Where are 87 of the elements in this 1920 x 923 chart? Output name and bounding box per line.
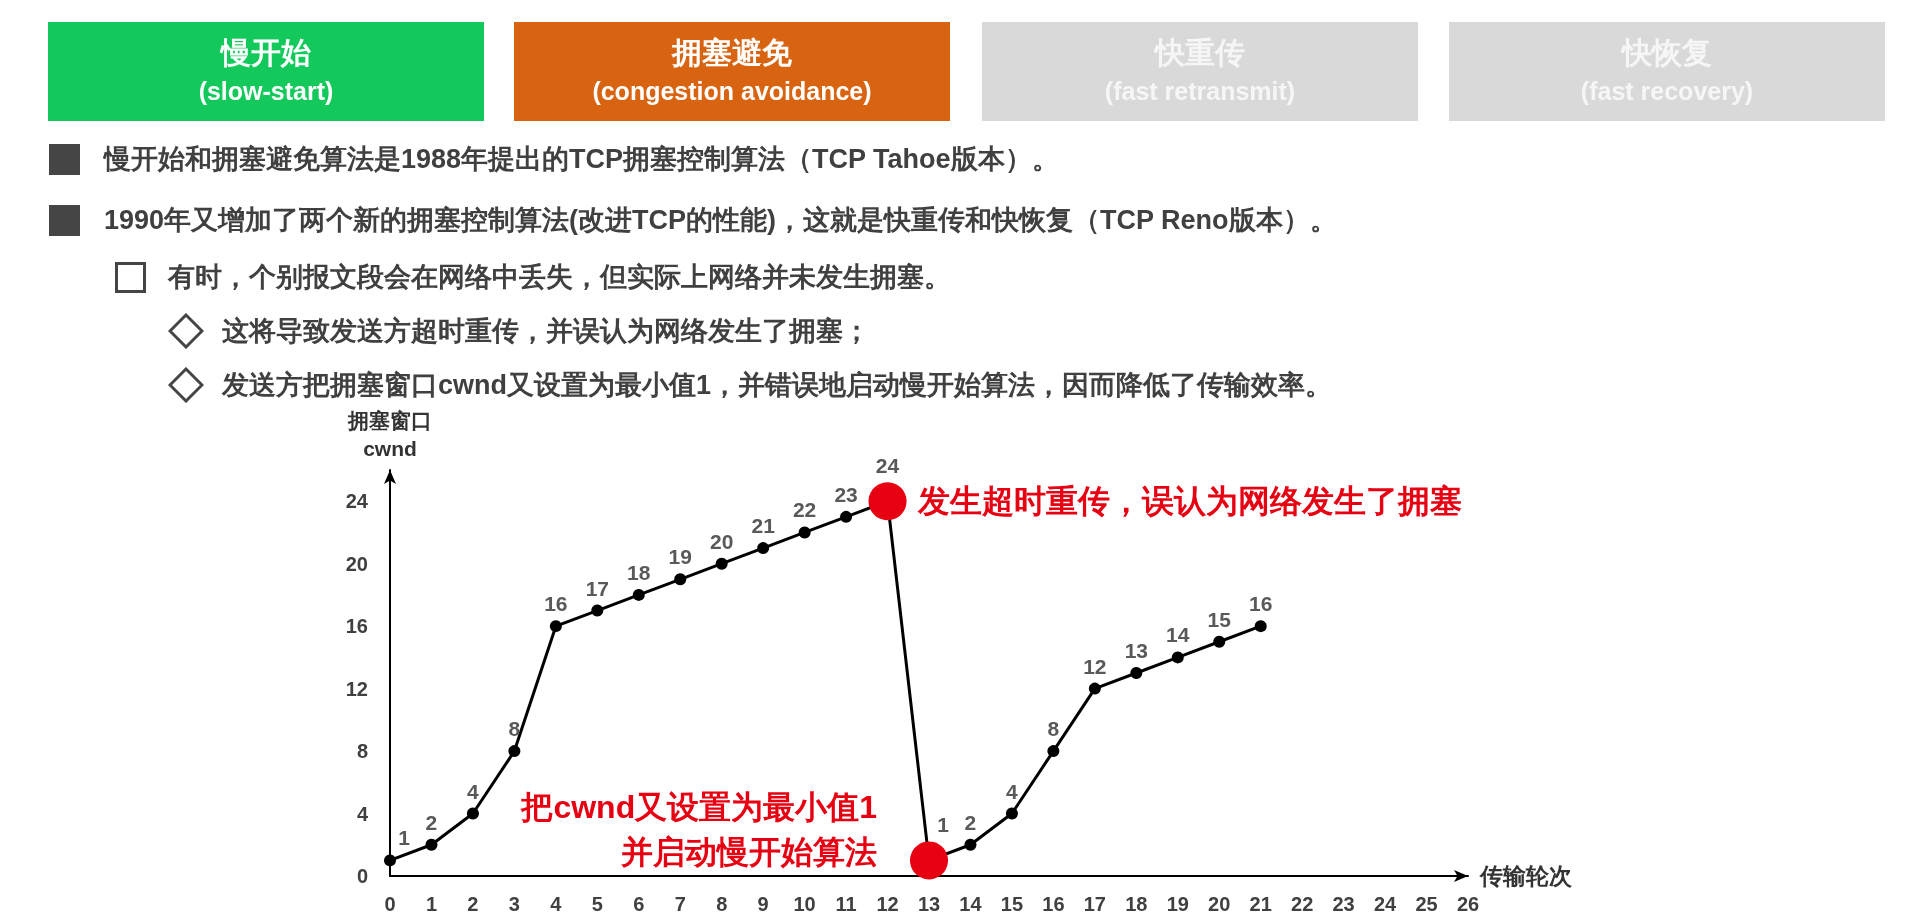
x-tick-label: 1 [425, 893, 438, 915]
data-label: 15 [1207, 607, 1232, 631]
point [591, 604, 604, 617]
point [1047, 745, 1060, 758]
data-label: 19 [668, 545, 692, 569]
point [549, 620, 562, 633]
x-tick-label: 15 [1000, 893, 1024, 915]
x-tick-label: 12 [876, 893, 899, 915]
data-label: 18 [627, 560, 651, 584]
data-label: 22 [792, 498, 817, 522]
data-label: 16 [544, 592, 568, 616]
data-label: 23 [834, 482, 858, 506]
phase-box: 慢开始 (slow-start) [48, 22, 484, 121]
annotation: 把cwnd又设置为最小值1 并启动慢开始算法 [520, 788, 877, 870]
x-tick-label: 26 [1456, 893, 1480, 915]
y-tick-label: 20 [345, 552, 368, 575]
phase-box: 拥塞避免 (congestion avoidance) [514, 22, 950, 121]
x-tick-label: 4 [550, 893, 563, 915]
data-label: 13 [1124, 639, 1148, 662]
x-tick-label: 11 [835, 893, 857, 915]
point [632, 588, 645, 601]
point [1005, 807, 1018, 820]
point [757, 542, 770, 555]
point [384, 854, 396, 867]
point [798, 526, 811, 539]
x-tick-label: 2 [467, 893, 479, 915]
y-tick-label: 16 [345, 615, 368, 638]
x-tick-label: 13 [917, 893, 941, 915]
x-tick-label: 23 [1332, 893, 1355, 915]
x-tick-label: 19 [1166, 893, 1189, 915]
data-label: 4 [1006, 779, 1019, 803]
text: 发送方把拥塞窗口cwnd又设置为最小值1，并错误地启动慢开始算法，因而降低了传输效率。 [222, 369, 1333, 402]
y-tick-label: 0 [356, 865, 368, 887]
data-label: 20 [710, 529, 734, 553]
point [508, 745, 521, 758]
point [1088, 682, 1101, 695]
point [674, 573, 687, 586]
y-tick-label: 8 [356, 740, 368, 763]
data-label: 17 [585, 576, 609, 600]
data-label: 24 [875, 454, 900, 478]
x-tick-label: 16 [1042, 893, 1065, 915]
x-tick-label: 0 [384, 893, 396, 915]
x-tick-label: 3 [508, 893, 520, 915]
x-tick-label: 22 [1291, 893, 1314, 915]
data-label: 12 [1083, 654, 1107, 678]
x-tick-label: 6 [633, 893, 645, 915]
text: 有时，个别报文段会在网络中丢失，但实际上网络并未发生拥塞。 [168, 261, 951, 294]
data-label: 8 [1047, 717, 1060, 741]
point [1130, 667, 1143, 679]
x-tick-label: 10 [793, 893, 816, 915]
x-tick-label: 8 [716, 893, 728, 915]
data-label: 8 [508, 717, 521, 741]
y-tick-label: 12 [345, 677, 368, 700]
data-label: 2 [964, 810, 977, 834]
point [1171, 651, 1184, 664]
point [715, 557, 728, 570]
data-label: 14 [1166, 623, 1190, 647]
x-tick-label: 7 [674, 893, 686, 915]
y-axis-title: 拥塞窗口 cwnd [347, 408, 432, 460]
annotation: 发生超时重传，误认为网络发生了拥塞 [916, 483, 1462, 520]
x-tick-label: 18 [1125, 893, 1148, 915]
point [840, 510, 853, 523]
x-tick-label: 24 [1373, 893, 1398, 915]
point [466, 807, 479, 820]
text: 慢开始和拥塞避免算法是1988年提出的TCP拥塞控制算法（TCP Tahoe版本）。 [104, 143, 1059, 176]
data-label: 1 [937, 813, 950, 837]
data-label: 1 [398, 826, 411, 850]
x-axis-title: 传输轮次 [1479, 863, 1573, 889]
text: 1990年又增加了两个新的拥塞控制算法(改进TCP的性能)，这就是快重传和快恢复（TCP Reno版本）。 [104, 204, 1337, 237]
x-tick-label: 17 [1083, 893, 1106, 915]
x-tick-label: 9 [757, 893, 769, 915]
x-tick-label: 25 [1415, 893, 1438, 915]
data-label: 2 [425, 810, 438, 834]
point [425, 838, 438, 851]
text: 这将导致发送方超时重传，并误认为网络发生了拥塞； [222, 315, 870, 348]
x-tick-label: 21 [1249, 893, 1272, 915]
point [1213, 635, 1226, 648]
data-label: 4 [467, 779, 480, 803]
y-tick-label: 24 [345, 490, 369, 513]
x-tick-label: 14 [959, 893, 983, 915]
data-label: 16 [1249, 592, 1273, 616]
data-label: 21 [751, 514, 776, 538]
x-tick-label: 20 [1208, 893, 1231, 915]
point [1254, 620, 1267, 633]
y-tick-label: 4 [356, 802, 369, 825]
x-tick-label: 5 [591, 893, 603, 915]
point [964, 838, 977, 851]
